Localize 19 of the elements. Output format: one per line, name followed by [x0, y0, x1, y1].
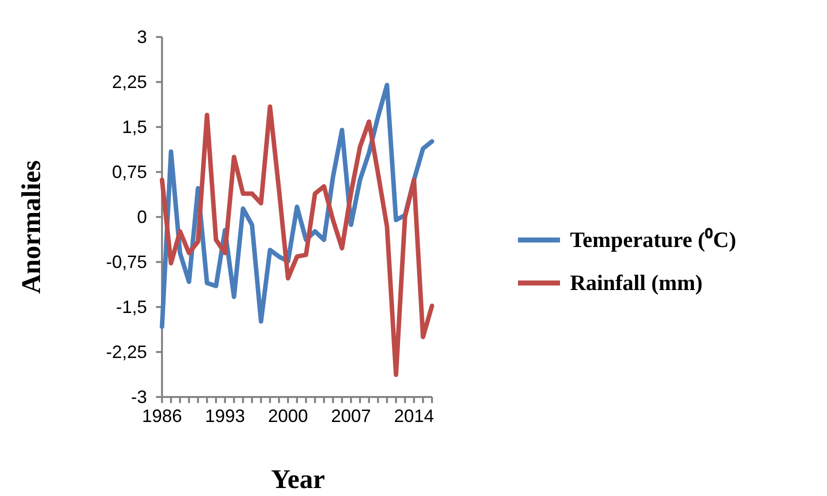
x-tick-label: 2000: [268, 406, 308, 426]
x-axis-title: Year: [271, 464, 325, 494]
y-tick-label: 0: [136, 206, 147, 227]
y-tick-label: -1,5: [116, 296, 147, 317]
y-axis-title: Anormalies: [16, 160, 46, 294]
x-tick-label: 1986: [142, 406, 182, 426]
y-tick-label: -0,75: [106, 252, 147, 272]
legend-label: Temperature (⁰C): [570, 227, 736, 252]
y-tick-label: 3: [136, 26, 147, 47]
y-tick-label: 2,25: [112, 72, 147, 92]
x-tick-label: 2007: [330, 406, 372, 426]
y-tick-label: 0,75: [112, 162, 147, 182]
line-series: [160, 104, 434, 378]
y-tick-label: -2,25: [106, 342, 147, 362]
x-tick-label: 2014: [394, 406, 434, 426]
y-tick-label: 1,5: [122, 116, 147, 137]
y-tick-label: -3: [130, 386, 147, 407]
x-tick-label: 1993: [204, 406, 246, 426]
legend-label: Rainfall (mm): [570, 270, 703, 295]
